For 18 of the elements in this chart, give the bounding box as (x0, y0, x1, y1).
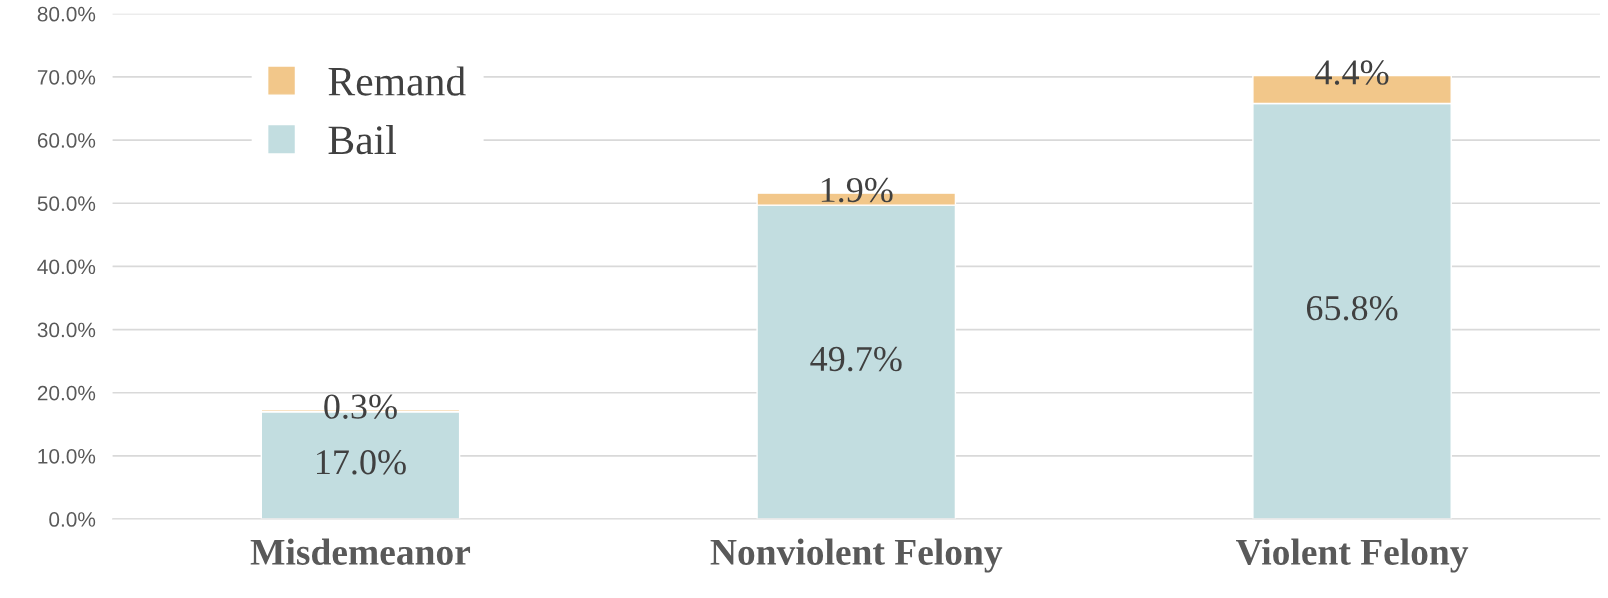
y-tick-label: 0.0% (49, 512, 96, 527)
y-tick-label: 40.0% (37, 259, 96, 275)
legend-label: Remand (328, 66, 466, 96)
x-tick-label: Violent Felony (1236, 538, 1469, 573)
y-tick-label: 70.0% (37, 69, 96, 85)
x-tick-label: Misdemeanor (250, 538, 471, 565)
data-label: 0.3% (324, 394, 397, 419)
y-tick-label: 60.0% (37, 133, 96, 148)
data-label: 65.8% (1306, 295, 1398, 321)
data-label: 49.7% (810, 346, 902, 372)
y-tick-label: 10.0% (38, 448, 96, 464)
x-tick-label: Nonviolent Felony (710, 538, 1003, 573)
data-label: 17.0% (317, 450, 406, 475)
y-tick-label: 50.0% (37, 196, 96, 211)
y-tick-label: 30.0% (37, 322, 96, 338)
y-tick-label: 20.0% (37, 385, 96, 401)
y-tick-label: 80.0% (37, 6, 96, 22)
legend-label: Bail (328, 125, 396, 155)
